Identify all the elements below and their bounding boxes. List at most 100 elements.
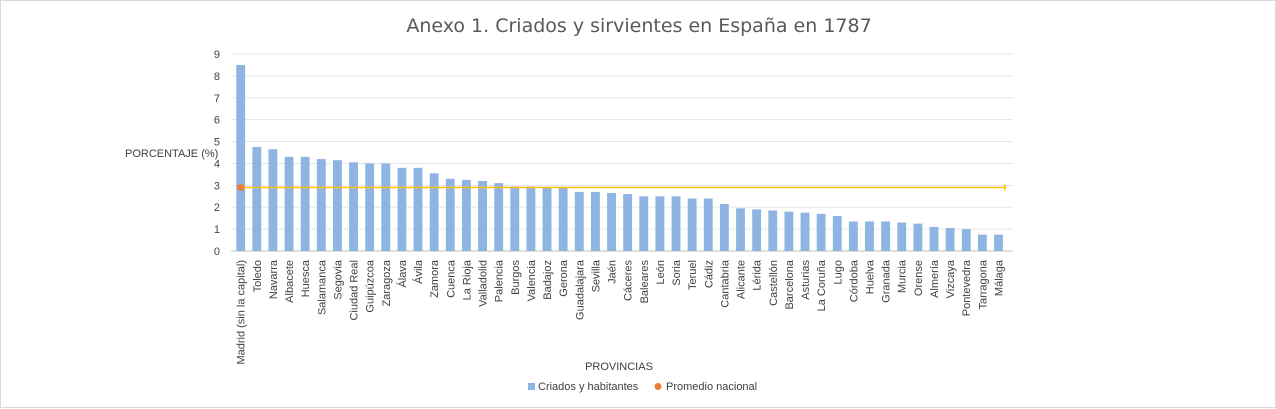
bar	[574, 191, 584, 251]
x-tick-label: Cantabria	[719, 259, 731, 308]
bar	[542, 187, 552, 251]
x-tick-labels: Madrid (sin la capital) Toledo Navarra Alba…	[236, 259, 1006, 364]
x-tick-label: Toledo	[252, 260, 264, 292]
x-tick-label: Guipúzcoa	[365, 259, 377, 312]
bar	[929, 226, 939, 251]
bar	[332, 160, 342, 251]
x-tick-label: Almería	[929, 259, 941, 298]
x-tick-label: Valencia	[526, 259, 538, 301]
x-tick-label: Orense	[913, 260, 925, 296]
x-tick-label: Vizcaya	[945, 259, 957, 298]
bar	[607, 192, 616, 251]
bar	[381, 163, 391, 251]
x-tick-label: Palencia	[494, 259, 506, 302]
bar	[510, 186, 520, 251]
x-tick-label: Huesca	[300, 259, 312, 297]
y-tick-label: 1	[214, 224, 220, 236]
legend-swatch-promedio	[654, 383, 662, 390]
y-tick-label: 9	[214, 49, 220, 61]
x-tick-label: Sevilla	[590, 259, 602, 292]
x-tick-label: Cáceres	[623, 260, 635, 301]
bar	[558, 187, 568, 251]
bar	[639, 196, 649, 251]
bar-layer	[236, 64, 1003, 251]
bar	[236, 64, 246, 251]
x-tick-label: Álava	[396, 259, 409, 287]
bar	[848, 221, 858, 251]
bar	[526, 186, 536, 251]
x-tick-label: Navarra	[268, 259, 280, 299]
x-tick-label: Badajoz	[542, 260, 554, 300]
y-tick-label: 7	[214, 93, 220, 105]
x-tick-label: Teruel	[687, 260, 699, 290]
bar	[284, 156, 294, 251]
y-tick-label: 6	[214, 115, 220, 127]
bar	[897, 222, 907, 251]
bar	[703, 198, 713, 251]
x-tick-label: Cádiz	[703, 260, 715, 288]
bar	[349, 162, 358, 251]
bar	[445, 178, 455, 251]
bar	[800, 212, 810, 251]
y-tick-label: 2	[214, 202, 220, 214]
x-tick-label: Zaragoza	[381, 259, 393, 306]
average-point	[237, 184, 245, 192]
bar	[623, 194, 633, 251]
y-axis-label: PORCENTAJE (%)	[125, 148, 218, 160]
x-tick-label: Huelva	[864, 259, 876, 294]
bar	[832, 215, 842, 251]
bar	[736, 208, 745, 251]
grid-layer	[231, 53, 1013, 252]
bar	[478, 180, 487, 251]
x-axis-label: PROVINCIAS	[585, 361, 653, 373]
x-tick-label: Jaén	[607, 260, 619, 284]
x-tick-label: Ciudad Real	[349, 260, 361, 321]
bar	[413, 167, 423, 251]
legend: Criados y habitantes Promedio nacional	[528, 381, 757, 393]
x-tick-label: Granada	[881, 259, 893, 303]
bar	[252, 147, 262, 251]
y-tick-label: 0	[214, 246, 220, 258]
legend-label-promedio: Promedio nacional	[666, 381, 757, 393]
x-tick-label: Gerona	[558, 259, 570, 297]
bar	[816, 213, 826, 251]
x-tick-label: Albacete	[284, 260, 296, 303]
x-tick-label: Castellón	[768, 260, 780, 306]
bar	[784, 211, 794, 251]
bar	[994, 234, 1003, 251]
x-tick-label: Valladolid	[478, 260, 490, 307]
y-tick-label: 8	[214, 71, 220, 83]
bar	[865, 221, 874, 251]
average-layer	[237, 184, 1006, 192]
bar	[316, 159, 326, 251]
x-tick-label: Lérida	[752, 259, 764, 290]
x-tick-label: Asturias	[800, 260, 812, 300]
bar	[655, 196, 665, 251]
x-tick-label: Barcelona	[784, 259, 796, 309]
bar	[461, 179, 471, 251]
x-tick-label: Zamora	[429, 259, 441, 298]
x-tick-label: Lugo	[832, 260, 844, 284]
chart-title: Anexo 1. Criados y sirvientes en España …	[406, 15, 871, 37]
x-tick-label: Cuenca	[445, 259, 457, 298]
x-tick-label: Burgos	[510, 260, 522, 295]
bar	[977, 234, 987, 251]
bar	[752, 209, 762, 251]
bar	[494, 183, 504, 251]
bar	[397, 167, 407, 251]
x-tick-label: Salamanca	[316, 259, 328, 315]
bar	[365, 163, 375, 251]
bar	[881, 221, 891, 251]
bar	[768, 210, 778, 251]
x-tick-label: La Coruña	[816, 259, 828, 311]
x-tick-label: Ávila	[412, 259, 425, 284]
bar	[913, 223, 923, 251]
x-tick-label: Segovia	[332, 259, 344, 300]
y-tick-label: 4	[214, 158, 220, 170]
bar	[300, 156, 310, 251]
y-tick-label: 5	[214, 137, 220, 149]
bar	[671, 196, 681, 251]
x-tick-label: Madrid (sin la capital)	[236, 260, 248, 365]
